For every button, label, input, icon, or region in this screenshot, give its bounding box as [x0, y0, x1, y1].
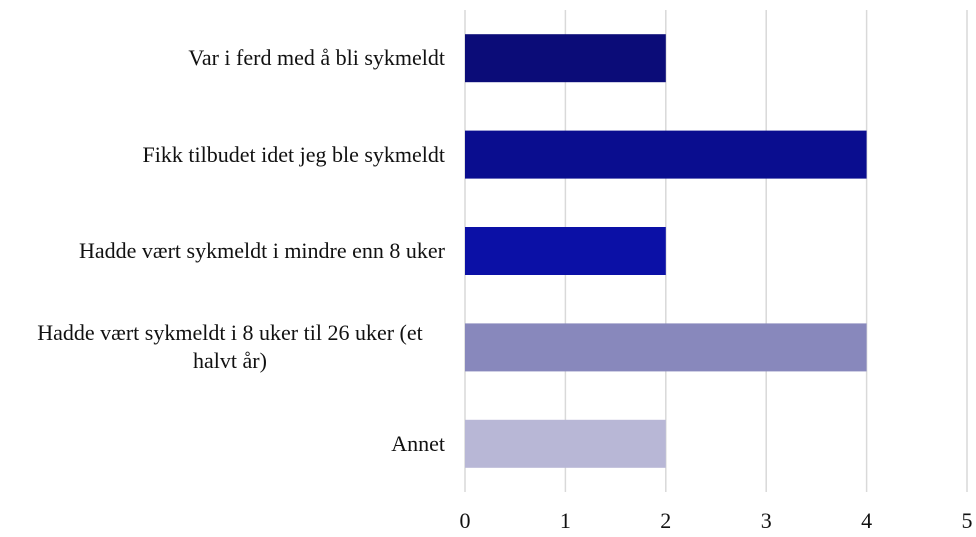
- x-tick-label: 2: [660, 508, 671, 533]
- x-tick-label: 3: [761, 508, 772, 533]
- bar: [465, 419, 666, 468]
- x-tick-label: 4: [861, 508, 872, 533]
- y-tick-label: Hadde vært sykmeldt i 8 uker til 26 uker…: [37, 320, 423, 374]
- x-tick-label: 5: [962, 508, 973, 533]
- y-tick-label-box: Fikk tilbudet idet jeg ble sykmeldt: [5, 115, 445, 195]
- x-tick-label: 0: [460, 508, 471, 533]
- y-tick-label: Hadde vært sykmeldt i mindre enn 8 uker: [79, 238, 445, 263]
- y-tick-label-box: Annet: [5, 404, 445, 484]
- y-tick-label-box: Var i ferd med å bli sykmeldt: [5, 18, 445, 98]
- y-tick-label-box: Hadde vært sykmeldt i mindre enn 8 uker: [5, 211, 445, 291]
- x-tick-label: 1: [560, 508, 571, 533]
- bar: [465, 323, 867, 372]
- y-tick-label: Annet: [391, 430, 445, 456]
- y-tick-label: Var i ferd med å bli sykmeldt: [188, 45, 445, 71]
- bar: [465, 34, 666, 83]
- bar: [465, 130, 867, 179]
- y-tick-label-box: Hadde vært sykmeldt i 8 uker til 26 uker…: [5, 307, 445, 387]
- bar: [465, 227, 666, 275]
- y-tick-label: Fikk tilbudet idet jeg ble sykmeldt: [142, 141, 445, 167]
